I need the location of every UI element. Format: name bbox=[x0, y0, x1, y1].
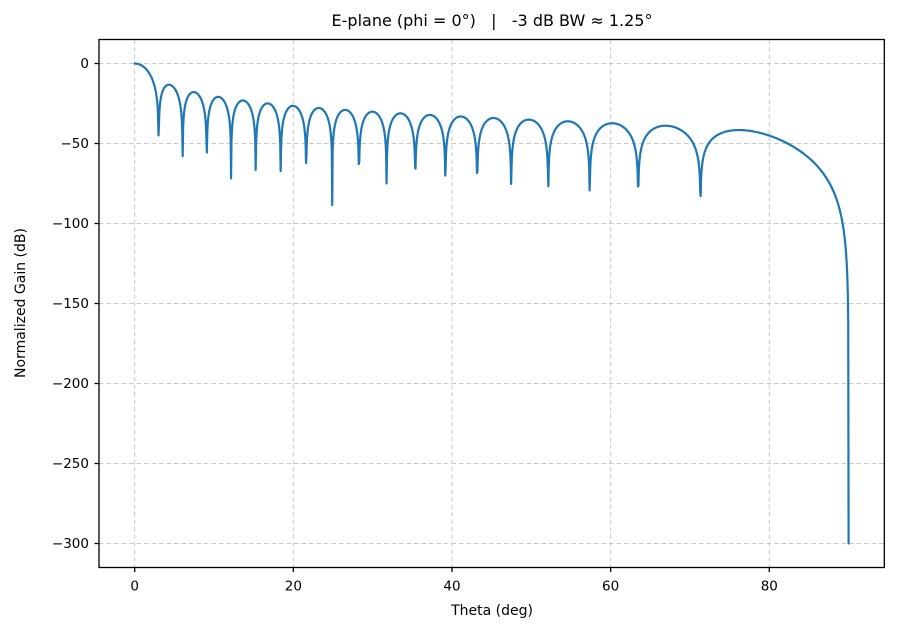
y-tick-label: −300 bbox=[52, 536, 89, 552]
x-tick-label: 80 bbox=[761, 579, 778, 595]
y-tick-label: −200 bbox=[52, 376, 89, 392]
y-tick-label: −50 bbox=[61, 136, 90, 152]
gain-curve bbox=[133, 62, 850, 545]
chart-title: E-plane (phi = 0°) | -3 dB BW ≈ 1.25° bbox=[331, 11, 653, 30]
x-tick-label: 40 bbox=[443, 579, 460, 595]
y-tick-label: 0 bbox=[80, 56, 89, 72]
y-tick-label: −250 bbox=[52, 456, 89, 472]
x-tick-label: 20 bbox=[285, 579, 302, 595]
y-axis-label: Normalized Gain (dB) bbox=[13, 228, 29, 378]
x-tick-label: 60 bbox=[602, 579, 619, 595]
x-axis-label: Theta (deg) bbox=[451, 603, 533, 619]
y-tick-label: −150 bbox=[52, 296, 89, 312]
y-tick-label: −100 bbox=[52, 216, 89, 232]
x-tick-label: 0 bbox=[130, 579, 139, 595]
